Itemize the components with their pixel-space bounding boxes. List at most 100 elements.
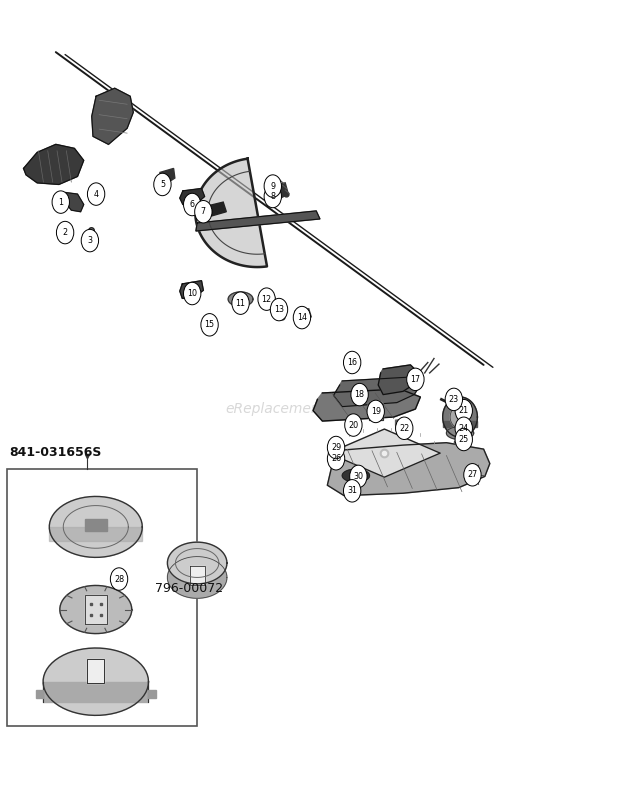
Circle shape <box>201 314 218 336</box>
Polygon shape <box>43 648 148 715</box>
Text: 13: 13 <box>274 305 284 314</box>
Polygon shape <box>195 159 267 267</box>
Polygon shape <box>167 557 227 598</box>
Circle shape <box>445 388 463 411</box>
Polygon shape <box>327 443 490 496</box>
Polygon shape <box>43 682 148 702</box>
Polygon shape <box>92 88 133 144</box>
Text: 4: 4 <box>94 189 99 199</box>
Text: 841-031656S: 841-031656S <box>9 446 102 459</box>
Text: 29: 29 <box>331 443 341 452</box>
Text: eReplacementParts.com: eReplacementParts.com <box>225 402 395 416</box>
Text: 25: 25 <box>459 435 469 444</box>
Text: 28: 28 <box>114 574 124 584</box>
Polygon shape <box>450 406 470 428</box>
Polygon shape <box>203 202 226 217</box>
Polygon shape <box>329 429 440 477</box>
Polygon shape <box>270 183 288 199</box>
Text: 23: 23 <box>449 395 459 404</box>
Polygon shape <box>180 281 203 298</box>
Text: 15: 15 <box>205 320 215 330</box>
Polygon shape <box>84 519 107 531</box>
Circle shape <box>343 351 361 374</box>
Circle shape <box>110 568 128 590</box>
Polygon shape <box>196 211 320 231</box>
Circle shape <box>293 306 311 329</box>
Text: 19: 19 <box>371 407 381 416</box>
Circle shape <box>407 368 424 391</box>
Circle shape <box>396 417 413 439</box>
Circle shape <box>195 200 212 223</box>
Text: 1: 1 <box>58 197 63 207</box>
Polygon shape <box>180 188 205 205</box>
Circle shape <box>264 185 281 208</box>
Text: 24: 24 <box>459 423 469 433</box>
Text: 6: 6 <box>190 200 195 209</box>
Circle shape <box>184 193 201 216</box>
Circle shape <box>345 414 362 436</box>
Circle shape <box>81 229 99 252</box>
Text: 796-00072: 796-00072 <box>155 582 223 595</box>
Circle shape <box>464 464 481 486</box>
Polygon shape <box>443 421 477 427</box>
Circle shape <box>154 173 171 196</box>
Polygon shape <box>342 469 370 482</box>
Circle shape <box>327 448 345 470</box>
Circle shape <box>455 399 472 422</box>
Text: 16: 16 <box>347 358 357 367</box>
Circle shape <box>367 400 384 423</box>
Text: 5: 5 <box>160 180 165 189</box>
Polygon shape <box>396 419 409 431</box>
Polygon shape <box>35 690 43 698</box>
Text: 20: 20 <box>348 420 358 430</box>
Polygon shape <box>190 566 205 585</box>
Text: 26: 26 <box>331 454 341 464</box>
Circle shape <box>258 288 275 310</box>
FancyBboxPatch shape <box>7 469 197 726</box>
Text: 14: 14 <box>297 313 307 322</box>
Text: 21: 21 <box>459 406 469 415</box>
Text: 27: 27 <box>467 470 477 480</box>
Text: 8: 8 <box>270 192 275 201</box>
Polygon shape <box>50 496 142 557</box>
Text: 18: 18 <box>355 390 365 399</box>
Circle shape <box>327 436 345 459</box>
Text: 22: 22 <box>399 423 409 433</box>
Circle shape <box>87 183 105 205</box>
Polygon shape <box>167 542 227 584</box>
Polygon shape <box>60 585 131 634</box>
Circle shape <box>56 221 74 244</box>
Circle shape <box>351 383 368 406</box>
Circle shape <box>264 175 281 197</box>
Polygon shape <box>160 168 175 183</box>
Polygon shape <box>24 144 84 184</box>
Circle shape <box>455 428 472 451</box>
Circle shape <box>350 465 367 488</box>
Circle shape <box>455 417 472 439</box>
Polygon shape <box>148 690 156 698</box>
Polygon shape <box>65 192 84 212</box>
Polygon shape <box>378 365 418 395</box>
Text: 3: 3 <box>87 236 92 245</box>
Polygon shape <box>87 659 104 683</box>
Text: 30: 30 <box>353 472 363 481</box>
Circle shape <box>52 191 69 213</box>
Text: 2: 2 <box>63 228 68 237</box>
Text: 17: 17 <box>410 375 420 384</box>
Polygon shape <box>443 397 477 437</box>
Polygon shape <box>228 292 253 306</box>
Polygon shape <box>368 401 383 409</box>
Polygon shape <box>313 389 420 421</box>
Polygon shape <box>84 595 107 624</box>
Text: 9: 9 <box>270 181 275 191</box>
Polygon shape <box>295 309 311 323</box>
Circle shape <box>270 298 288 321</box>
Text: 7: 7 <box>201 207 206 217</box>
Circle shape <box>184 282 201 305</box>
Polygon shape <box>446 427 474 439</box>
Text: 31: 31 <box>347 486 357 496</box>
Circle shape <box>343 480 361 502</box>
Text: 12: 12 <box>262 294 272 304</box>
Polygon shape <box>334 377 420 407</box>
Text: 10: 10 <box>187 289 197 298</box>
